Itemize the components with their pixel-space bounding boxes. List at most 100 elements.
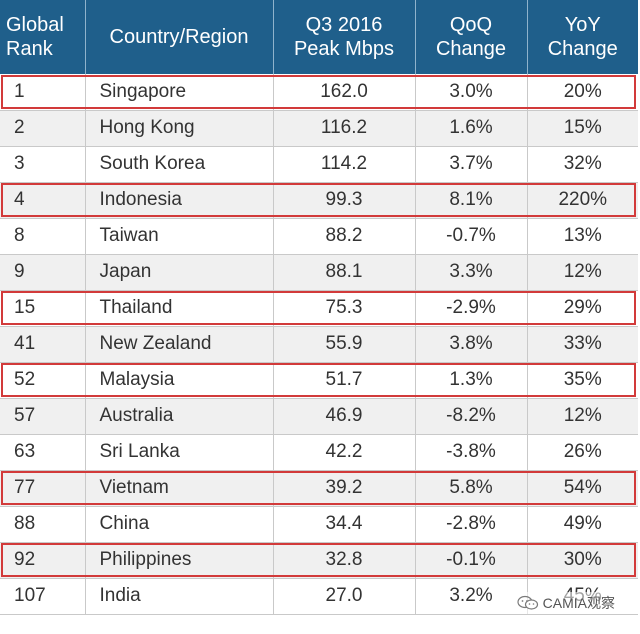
table-row: 2 Hong Kong 116.2 1.6% 15% (0, 110, 638, 147)
table-row: 77 Vietnam 39.2 5.8% 54% (0, 470, 638, 507)
cell-country: Indonesia (85, 182, 274, 219)
cell-peak-mbps: 55.9 (273, 326, 416, 363)
cell-qoq: -2.9% (415, 290, 528, 327)
cell-qoq: 3.7% (415, 146, 528, 183)
cell-peak-mbps: 114.2 (273, 146, 416, 183)
cell-country: China (85, 506, 274, 543)
cell-country: India (85, 578, 274, 615)
header-rank-line2: Rank (6, 38, 53, 60)
cell-rank: 2 (0, 110, 86, 147)
table-row: 1 Singapore 162.0 3.0% 20% (0, 74, 638, 111)
header-qoq-change: QoQ Change (415, 0, 528, 74)
cell-qoq: 3.8% (415, 326, 528, 363)
cell-peak-mbps: 34.4 (273, 506, 416, 543)
cell-peak-mbps: 88.1 (273, 254, 416, 291)
cell-yoy: 49% (527, 506, 638, 543)
wechat-icon (517, 595, 538, 610)
cell-yoy: 29% (527, 290, 638, 327)
cell-rank: 9 (0, 254, 86, 291)
cell-country: Sri Lanka (85, 434, 274, 471)
cell-country: Thailand (85, 290, 274, 327)
cell-peak-mbps: 162.0 (273, 74, 416, 111)
cell-country: Philippines (85, 542, 274, 579)
cell-peak-mbps: 88.2 (273, 218, 416, 255)
header-qoq-line2: Change (435, 38, 507, 60)
header-qoq-line1: QoQ (449, 14, 493, 36)
cell-qoq: 3.0% (415, 74, 528, 111)
cell-qoq: -0.1% (415, 542, 528, 579)
cell-peak-mbps: 51.7 (273, 362, 416, 399)
cell-rank: 3 (0, 146, 86, 183)
cell-yoy: 12% (527, 398, 638, 435)
header-global-rank: Global Rank (0, 0, 86, 74)
cell-qoq: -3.8% (415, 434, 528, 471)
cell-rank: 107 (0, 578, 86, 615)
table-body: 1 Singapore 162.0 3.0% 20% 2 Hong Kong 1… (0, 74, 638, 615)
cell-country: New Zealand (85, 326, 274, 363)
cell-rank: 57 (0, 398, 86, 435)
cell-peak-mbps: 39.2 (273, 470, 416, 507)
cell-rank: 52 (0, 362, 86, 399)
cell-peak-mbps: 99.3 (273, 182, 416, 219)
cell-rank: 8 (0, 218, 86, 255)
cell-qoq: 3.3% (415, 254, 528, 291)
cell-peak-mbps: 75.3 (273, 290, 416, 327)
table-row: 8 Taiwan 88.2 -0.7% 13% (0, 218, 638, 255)
cell-country: Taiwan (85, 218, 274, 255)
header-yoy-line2: Change (547, 38, 618, 60)
cell-yoy: 32% (527, 146, 638, 183)
cell-country: Australia (85, 398, 274, 435)
cell-peak-mbps: 27.0 (273, 578, 416, 615)
table-row: 107 India 27.0 3.2% 45% (0, 578, 638, 615)
table-row: 92 Philippines 32.8 -0.1% 30% (0, 542, 638, 579)
cell-rank: 77 (0, 470, 86, 507)
cell-rank: 15 (0, 290, 86, 327)
cell-qoq: 3.2% (415, 578, 528, 615)
watermark: CAMIA观察 (513, 592, 618, 614)
cell-yoy: 15% (527, 110, 638, 147)
header-rank-line1: Global (6, 14, 64, 36)
cell-peak-mbps: 46.9 (273, 398, 416, 435)
table-row: 9 Japan 88.1 3.3% 12% (0, 254, 638, 291)
header-yoy-line1: YoY (564, 14, 601, 36)
cell-yoy: 30% (527, 542, 638, 579)
table-row: 88 China 34.4 -2.8% 49% (0, 506, 638, 543)
cell-yoy: 12% (527, 254, 638, 291)
cell-qoq: 1.6% (415, 110, 528, 147)
table-row: 15 Thailand 75.3 -2.9% 29% (0, 290, 638, 327)
cell-rank: 63 (0, 434, 86, 471)
cell-rank: 92 (0, 542, 86, 579)
peak-speed-table: Global Rank Country/Region Q3 2016 Peak … (0, 0, 638, 615)
header-yoy-change: YoY Change (527, 0, 638, 74)
header-mbps-line2: Peak Mbps (293, 38, 395, 60)
table-row: 4 Indonesia 99.3 8.1% 220% (0, 182, 638, 219)
cell-qoq: -0.7% (415, 218, 528, 255)
table-row: 3 South Korea 114.2 3.7% 32% (0, 146, 638, 183)
table-row: 57 Australia 46.9 -8.2% 12% (0, 398, 638, 435)
cell-peak-mbps: 42.2 (273, 434, 416, 471)
cell-country: Japan (85, 254, 274, 291)
table-header: Global Rank Country/Region Q3 2016 Peak … (0, 0, 638, 74)
cell-qoq: 8.1% (415, 182, 528, 219)
cell-yoy: 13% (527, 218, 638, 255)
watermark-text: CAMIA观察 (542, 595, 615, 611)
header-peak-mbps: Q3 2016 Peak Mbps (273, 0, 416, 74)
cell-qoq: -2.8% (415, 506, 528, 543)
cell-peak-mbps: 32.8 (273, 542, 416, 579)
cell-country: South Korea (85, 146, 274, 183)
header-mbps-line1: Q3 2016 (305, 14, 383, 36)
header-country-label: Country/Region (109, 26, 249, 48)
cell-country: Vietnam (85, 470, 274, 507)
table-row: 41 New Zealand 55.9 3.8% 33% (0, 326, 638, 363)
cell-yoy: 33% (527, 326, 638, 363)
cell-country: Malaysia (85, 362, 274, 399)
cell-yoy: 220% (527, 182, 638, 219)
cell-yoy: 26% (527, 434, 638, 471)
cell-country: Singapore (85, 74, 274, 111)
cell-qoq: 1.3% (415, 362, 528, 399)
cell-yoy: 20% (527, 74, 638, 111)
header-country-region: Country/Region (85, 0, 274, 74)
cell-qoq: 5.8% (415, 470, 528, 507)
cell-peak-mbps: 116.2 (273, 110, 416, 147)
